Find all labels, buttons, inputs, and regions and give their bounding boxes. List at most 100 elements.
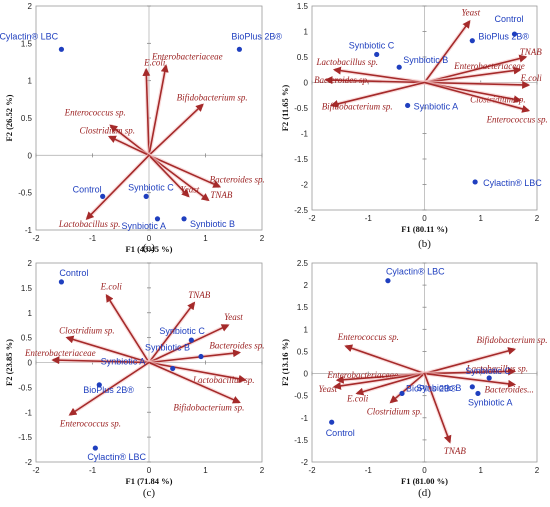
y-tick-label: 2 — [304, 281, 309, 290]
observation-point — [396, 64, 402, 70]
variable-vector — [424, 347, 517, 375]
y-tick-label: 1.5 — [297, 2, 309, 11]
y-tick-label: 0 — [28, 359, 33, 368]
variable-vector-label: E.coli — [143, 57, 166, 67]
variable-vector-label: Bacteroides sp. — [209, 341, 264, 351]
variable-vector — [148, 361, 247, 383]
y-axis-label: F2 (13.16 %) — [280, 339, 290, 386]
y-tick-label: -0.5 — [18, 189, 32, 198]
observation-point — [188, 337, 194, 343]
variable-vector-label: Clostridium sp. — [59, 326, 115, 336]
variable-vector — [424, 66, 522, 84]
variable-vector — [85, 154, 150, 220]
observation-point — [405, 102, 411, 109]
y-tick-label: 1 — [28, 309, 33, 318]
y-tick-label: 0 — [304, 79, 309, 88]
observation-label: Synbiotic B — [416, 383, 461, 393]
y-tick-label: -2 — [301, 181, 309, 190]
x-tick-label: -2 — [308, 214, 316, 223]
observation-point — [469, 384, 475, 390]
observation-point — [374, 51, 380, 58]
observation-point — [198, 353, 204, 360]
variable-vector-label: Lactobacillus sp. — [192, 375, 255, 385]
observation-point — [385, 278, 391, 284]
variable-vector-label: Yeast — [224, 312, 243, 322]
observation-label: Synbiotic B — [145, 343, 190, 353]
x-tick-label: -2 — [32, 234, 40, 243]
y-tick-label: -1.5 — [18, 433, 32, 442]
observation-label: Synbiotic A — [414, 101, 459, 111]
observation-label: Synbiotic B — [403, 55, 448, 65]
x-tick-label: 1 — [203, 466, 208, 475]
variable-vector — [389, 372, 426, 404]
variable-vector — [423, 20, 471, 83]
y-tick-label: 1.5 — [21, 39, 33, 48]
variable-vector — [148, 154, 190, 198]
variable-vector-label: Yeast — [319, 384, 338, 394]
y-tick-label: 1.5 — [21, 284, 33, 293]
y-tick-label: 0.5 — [21, 334, 33, 343]
x-axis-label: F1 (81.00 %) — [401, 476, 448, 486]
observation-point — [329, 419, 335, 425]
variable-vector-label: Bifidobacterium sp. — [477, 335, 548, 345]
variable-vector — [332, 372, 425, 390]
variable-vector — [148, 361, 241, 404]
observation-label: Synbiotic C — [159, 326, 205, 336]
variable-vector — [330, 81, 425, 108]
x-tick-label: 1 — [479, 466, 484, 475]
variable-vector-label: Lactobacillus sp. — [466, 363, 529, 373]
variable-vector — [344, 344, 425, 375]
y-tick-label: -2 — [301, 458, 309, 467]
variable-vector-label: Bacteroides... — [485, 385, 534, 395]
variable-vector — [148, 301, 196, 363]
observation-label: Cylactin® LBC — [386, 267, 445, 277]
observation-point — [170, 365, 176, 372]
panel-letter: (c) — [143, 487, 156, 499]
observation-point — [472, 179, 478, 185]
x-tick-label: -1 — [89, 466, 97, 475]
x-tick-label: 0 — [147, 234, 152, 243]
variable-vector-label: Clostridium sp. — [470, 94, 526, 104]
y-tick-label: -1 — [25, 226, 33, 235]
x-tick-label: -1 — [365, 466, 373, 475]
y-tick-label: 1 — [28, 77, 33, 86]
x-tick-label: 1 — [203, 234, 208, 243]
variable-vector-label: TNAB — [444, 446, 467, 456]
variable-vector-label: E.coli — [100, 281, 123, 291]
panel-letter: (d) — [418, 487, 431, 499]
y-tick-label: -1 — [25, 408, 33, 417]
observation-label: Control — [495, 14, 524, 24]
observation-point — [58, 46, 65, 52]
variable-vector-label: Bifidobacterium sp. — [177, 93, 248, 103]
observation-point — [154, 216, 161, 222]
observation-label: Synbiotic C — [349, 40, 395, 50]
observation-point — [469, 38, 475, 44]
observation-label: Control — [326, 428, 355, 438]
x-tick-label: 0 — [422, 466, 427, 475]
x-tick-label: 2 — [260, 234, 265, 243]
x-axis-label: F1 (43.45 %) — [126, 244, 173, 254]
variable-vector-label: Lactobacillus sp. — [58, 219, 121, 229]
panel-letter: (a) — [143, 242, 156, 254]
observation-point — [58, 279, 65, 285]
x-tick-label: -1 — [365, 214, 373, 223]
y-tick-label: 0.5 — [21, 114, 33, 123]
variable-vector — [108, 135, 150, 157]
observation-label: Synbiotic A — [101, 356, 146, 366]
variable-vector — [51, 356, 150, 365]
variable-vector — [355, 372, 425, 396]
variable-vector — [148, 349, 241, 364]
observation-label: Synbiotic A — [468, 397, 513, 407]
y-axis-label: F2 (11.65 %) — [280, 85, 290, 132]
observation-point — [100, 193, 106, 199]
y-tick-label: -0.5 — [294, 392, 308, 401]
observation-label: Synbiotic C — [465, 366, 511, 376]
x-tick-label: -2 — [308, 466, 316, 475]
y-tick-label: -1.5 — [294, 155, 308, 164]
variable-vector-label: Yeast — [462, 7, 481, 17]
variable-vector — [424, 80, 531, 89]
variable-vector-label: Enterococcus sp. — [59, 419, 121, 429]
observation-label: Cylactin® LBC — [483, 178, 542, 188]
y-tick-label: 1 — [304, 28, 309, 37]
y-tick-label: 0 — [304, 370, 309, 379]
